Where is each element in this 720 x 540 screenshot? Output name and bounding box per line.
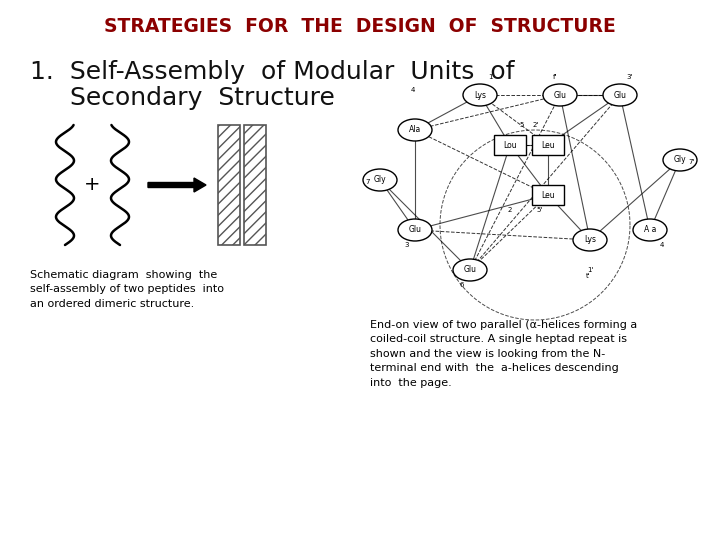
Text: Glu: Glu xyxy=(613,91,626,99)
Ellipse shape xyxy=(398,219,432,241)
Text: Ala: Ala xyxy=(409,125,421,134)
Text: Lou: Lou xyxy=(503,140,517,150)
Text: 2': 2' xyxy=(533,122,539,128)
FancyBboxPatch shape xyxy=(494,135,526,155)
Text: Secondary  Structure: Secondary Structure xyxy=(30,86,335,110)
Text: Glu: Glu xyxy=(464,266,477,274)
Ellipse shape xyxy=(603,84,637,106)
Ellipse shape xyxy=(633,219,667,241)
Text: 7: 7 xyxy=(366,179,370,185)
FancyBboxPatch shape xyxy=(532,185,564,205)
Text: f': f' xyxy=(553,74,557,80)
Text: 4: 4 xyxy=(411,87,415,93)
Text: +: + xyxy=(84,176,100,194)
Text: 5: 5 xyxy=(520,122,524,128)
Text: Lys: Lys xyxy=(474,91,486,99)
Ellipse shape xyxy=(463,84,497,106)
Ellipse shape xyxy=(363,169,397,191)
Text: Glu: Glu xyxy=(554,91,567,99)
Text: 1': 1' xyxy=(587,267,593,273)
Text: 3: 3 xyxy=(405,242,409,248)
Text: End-on view of two parallel (α-helices forming a
coiled-coil structure. A single: End-on view of two parallel (α-helices f… xyxy=(370,320,637,388)
Bar xyxy=(244,125,266,245)
Text: 6: 6 xyxy=(460,282,464,288)
Text: Leu: Leu xyxy=(541,140,555,150)
FancyArrow shape xyxy=(148,178,206,192)
Ellipse shape xyxy=(663,149,697,171)
Bar xyxy=(218,125,240,245)
Ellipse shape xyxy=(453,259,487,281)
Text: Glu: Glu xyxy=(408,226,421,234)
Text: 5': 5' xyxy=(537,207,543,213)
FancyBboxPatch shape xyxy=(532,135,564,155)
Text: Gly: Gly xyxy=(374,176,387,185)
Text: Gly: Gly xyxy=(674,156,686,165)
Text: 4: 4 xyxy=(660,242,664,248)
Ellipse shape xyxy=(398,119,432,141)
Text: Lys: Lys xyxy=(584,235,596,245)
Text: A a: A a xyxy=(644,226,656,234)
Text: 7': 7' xyxy=(689,159,696,165)
Text: 3': 3' xyxy=(627,74,633,80)
Ellipse shape xyxy=(543,84,577,106)
Text: 1: 1 xyxy=(487,74,492,80)
Text: Leu: Leu xyxy=(541,191,555,199)
Text: 2: 2 xyxy=(508,207,512,213)
Text: Schematic diagram  showing  the
self-assembly of two peptides  into
an ordered d: Schematic diagram showing the self-assem… xyxy=(30,270,224,309)
Ellipse shape xyxy=(573,229,607,251)
Text: t': t' xyxy=(585,273,590,279)
Text: STRATEGIES  FOR  THE  DESIGN  OF  STRUCTURE: STRATEGIES FOR THE DESIGN OF STRUCTURE xyxy=(104,17,616,36)
Text: 1.  Self-Assembly  of Modular  Units  of: 1. Self-Assembly of Modular Units of xyxy=(30,60,515,84)
